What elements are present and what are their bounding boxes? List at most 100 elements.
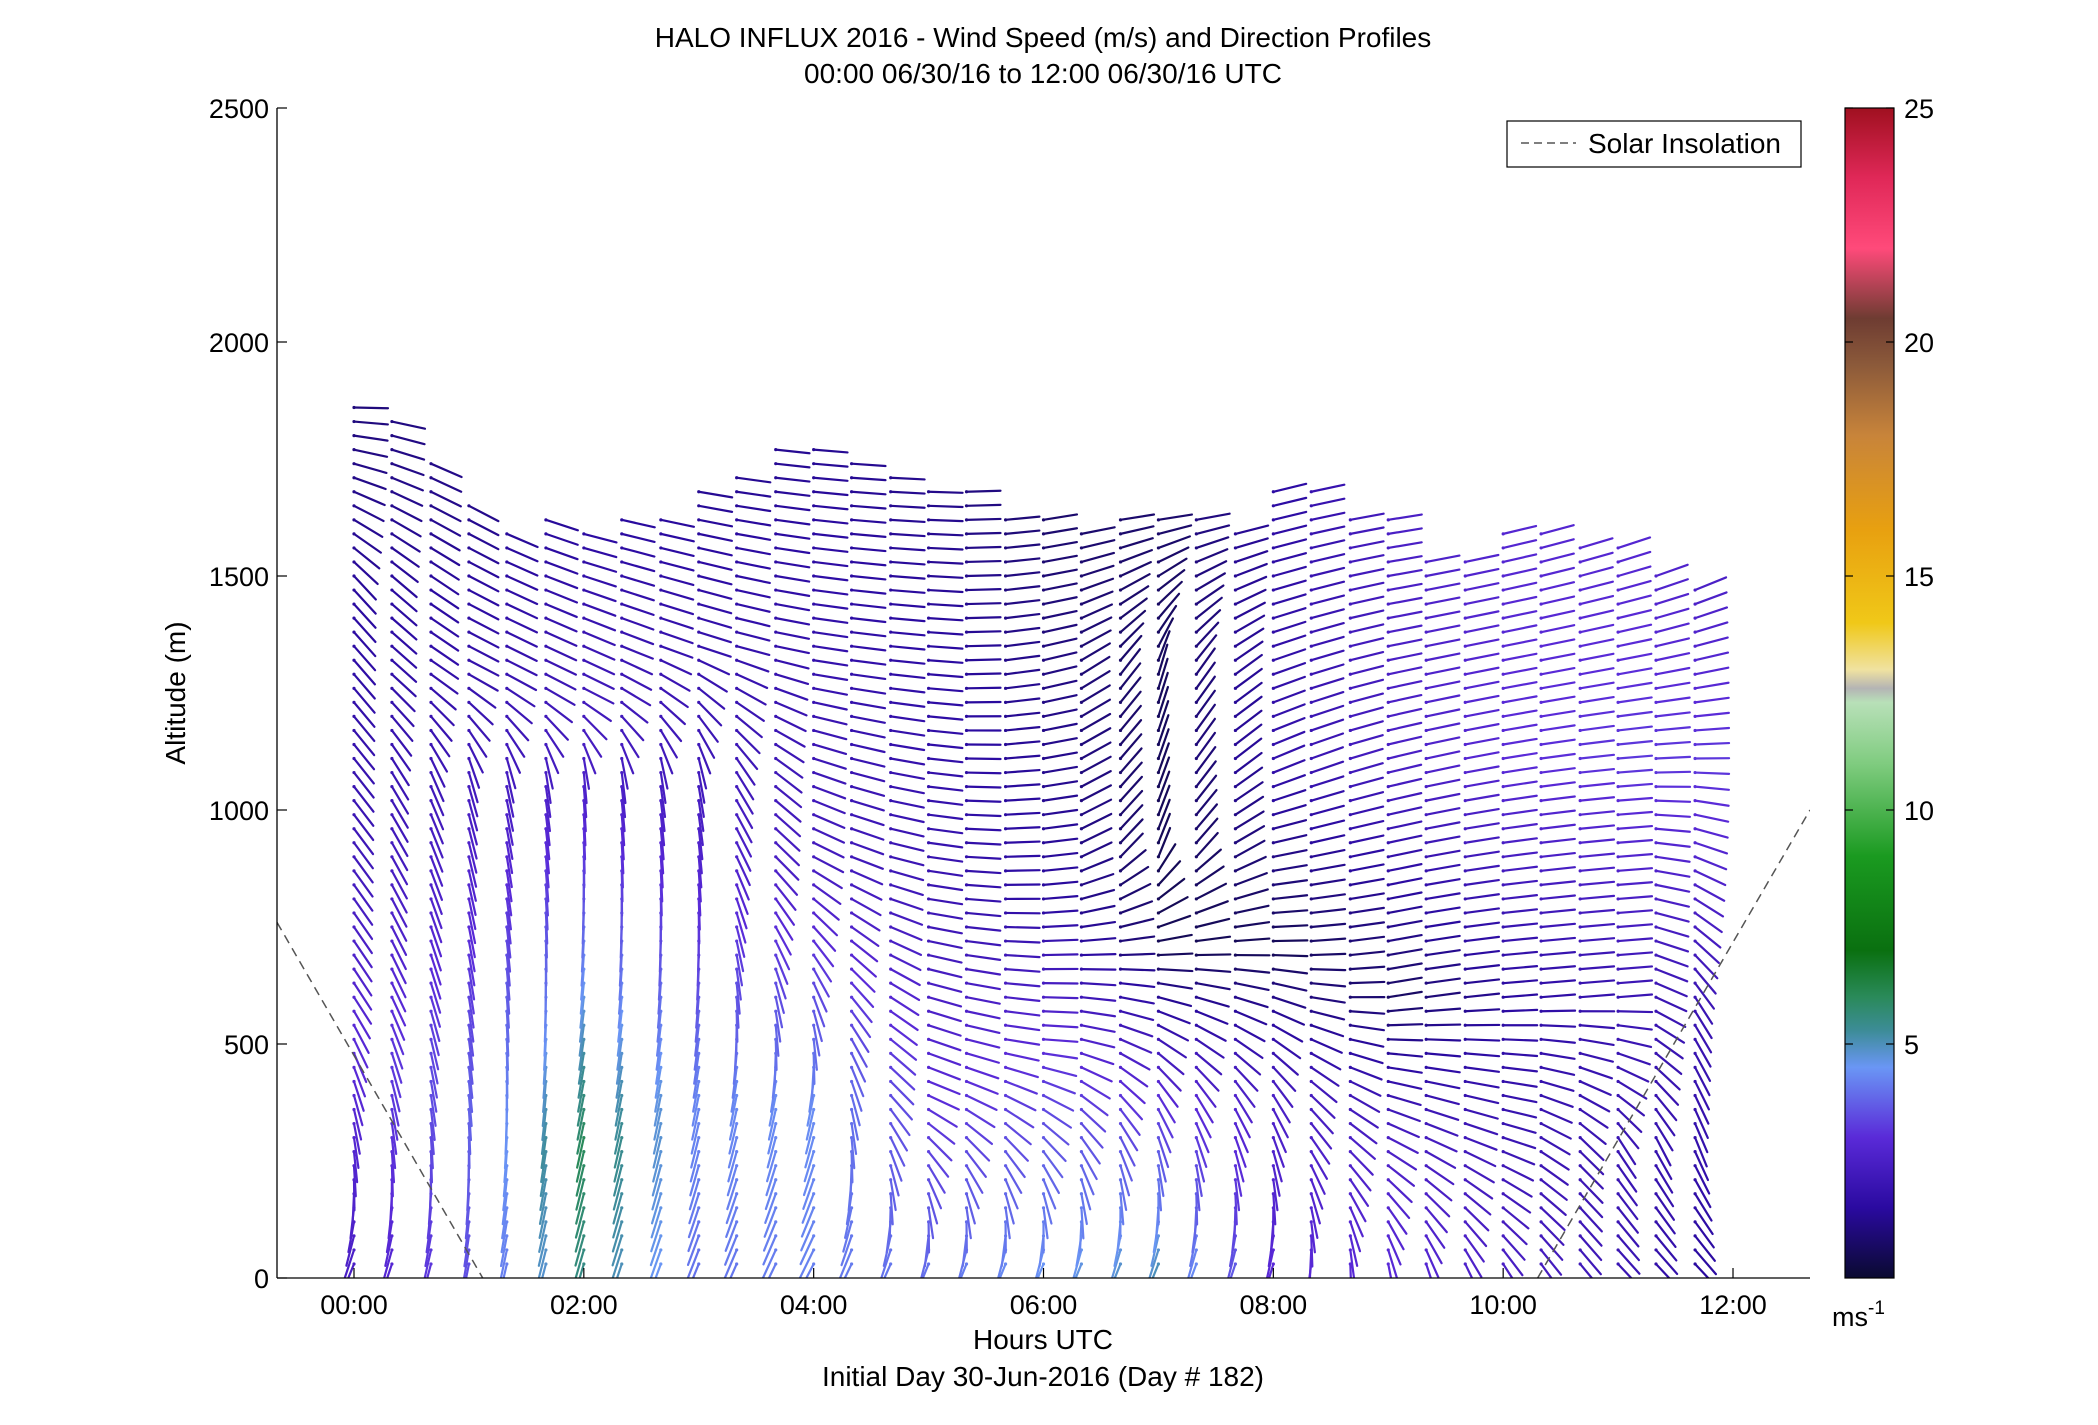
wind-barb <box>1004 1094 1037 1112</box>
wind-barb-origin <box>1156 686 1161 690</box>
wind-barb <box>1195 882 1228 901</box>
wind-barb-origin <box>926 1164 931 1168</box>
wind-barb <box>1579 1150 1605 1176</box>
wind-barb-origin <box>1003 756 1008 761</box>
wind-barb-origin <box>926 827 931 831</box>
wind-barb <box>1654 799 1692 803</box>
x-axis-label-secondary: Initial Day 30-Jun-2016 (Day # 182) <box>822 1361 1264 1392</box>
wind-barb-origin <box>390 1051 394 1055</box>
wind-barb-origin <box>697 490 701 494</box>
wind-barb <box>1349 834 1385 844</box>
wind-barb <box>1425 835 1461 844</box>
wind-barb-origin <box>697 1220 701 1224</box>
wind-barb <box>1502 1178 1533 1198</box>
wind-barb <box>390 1038 404 1070</box>
wind-barb-origin <box>964 1121 969 1126</box>
wind-barb <box>1157 1080 1179 1108</box>
wind-barb <box>1234 1150 1245 1183</box>
wind-barb-origin <box>812 672 816 676</box>
wind-barb-origin <box>1501 869 1505 873</box>
wind-barb <box>1616 881 1654 886</box>
wind-barb <box>1157 592 1181 620</box>
wind-barb-origin <box>1348 1107 1352 1112</box>
wind-barb <box>1080 904 1116 915</box>
chart-subtitle: 00:00 06/30/16 to 12:00 06/30/16 UTC <box>804 58 1282 89</box>
wind-barb-origin <box>429 897 433 901</box>
wind-barb-origin <box>659 1192 663 1196</box>
wind-barb-origin <box>1079 1093 1084 1098</box>
wind-barb <box>1157 1024 1190 1042</box>
wind-barb-origin <box>1233 799 1238 803</box>
wind-barb-origin <box>889 504 893 508</box>
wind-barb-origin <box>1309 672 1313 676</box>
wind-barb-origin <box>1271 1037 1275 1041</box>
wind-barb <box>1502 908 1539 915</box>
wind-barb <box>889 687 926 694</box>
wind-barb-origin <box>926 841 931 845</box>
wind-barb-origin <box>1003 560 1008 564</box>
wind-barb-origin <box>1693 1121 1697 1126</box>
wind-barb <box>697 518 734 528</box>
wind-barb-origin <box>697 1178 701 1182</box>
wind-barb <box>1157 742 1170 774</box>
wind-barb-origin <box>1309 897 1313 901</box>
wind-barb-origin <box>352 686 356 690</box>
wind-barb-origin <box>1079 728 1084 733</box>
wind-barb <box>1229 1262 1237 1278</box>
wind-barb <box>659 532 695 543</box>
wind-barb-origin <box>1079 574 1084 578</box>
wind-barb <box>1349 1122 1378 1145</box>
wind-barb <box>1654 563 1689 578</box>
wind-barb-origin <box>352 672 356 676</box>
wind-barb-origin <box>1271 560 1275 564</box>
wind-barb-origin <box>582 1136 586 1140</box>
wind-barb-origin <box>1654 1206 1658 1210</box>
wind-barb <box>1157 843 1177 872</box>
wind-barb <box>1349 595 1385 606</box>
wind-barb <box>1195 831 1219 858</box>
wind-barb-origin <box>1041 1150 1046 1154</box>
wind-barb-origin <box>1348 1150 1352 1154</box>
wind-barb <box>1654 1248 1679 1276</box>
wind-barb <box>659 855 664 889</box>
wind-barb-origin <box>1578 1065 1582 1069</box>
wind-barb-origin <box>352 728 356 733</box>
wind-barb-origin <box>1463 813 1467 817</box>
wind-barb <box>1539 993 1577 999</box>
wind-barb <box>390 757 410 787</box>
wind-barb-origin <box>390 869 394 873</box>
wind-barb-origin <box>926 1136 931 1140</box>
wind-barb <box>1425 1136 1458 1153</box>
wind-barb <box>653 1094 662 1127</box>
wind-barb-origin <box>352 504 356 508</box>
wind-barb-origin <box>390 714 394 719</box>
wind-barb-origin <box>1693 925 1697 929</box>
wind-barb <box>612 1178 623 1211</box>
wind-barb <box>850 996 873 1024</box>
wind-barb <box>889 1108 911 1137</box>
wind-barb-origin <box>1693 1206 1697 1210</box>
wind-barb-origin <box>1079 785 1084 789</box>
wind-barb <box>724 1220 738 1252</box>
wind-barb <box>1234 1066 1259 1092</box>
wind-barb-origin <box>1003 714 1008 719</box>
wind-barb <box>1539 1234 1564 1261</box>
wind-barb-origin <box>1616 1136 1620 1140</box>
wind-barb-origin <box>1003 1121 1008 1126</box>
wind-barb-origin <box>659 532 663 536</box>
wind-barb <box>1234 1010 1268 1026</box>
wind-barb <box>390 476 424 492</box>
wind-barb-origin <box>926 728 931 733</box>
wind-barb-origin <box>429 490 433 494</box>
wind-barb-origin <box>774 855 778 859</box>
wind-barb <box>1004 754 1041 760</box>
wind-barb-origin <box>774 1178 778 1182</box>
wind-barb <box>1234 640 1264 662</box>
wind-barb-origin <box>505 869 509 873</box>
wind-barb <box>965 925 1002 932</box>
wind-barb-origin <box>735 967 739 971</box>
wind-barb <box>1502 993 1539 999</box>
wind-barb-origin <box>1271 813 1275 817</box>
wind-barb <box>620 827 625 861</box>
wind-barb-origin <box>1233 588 1238 592</box>
